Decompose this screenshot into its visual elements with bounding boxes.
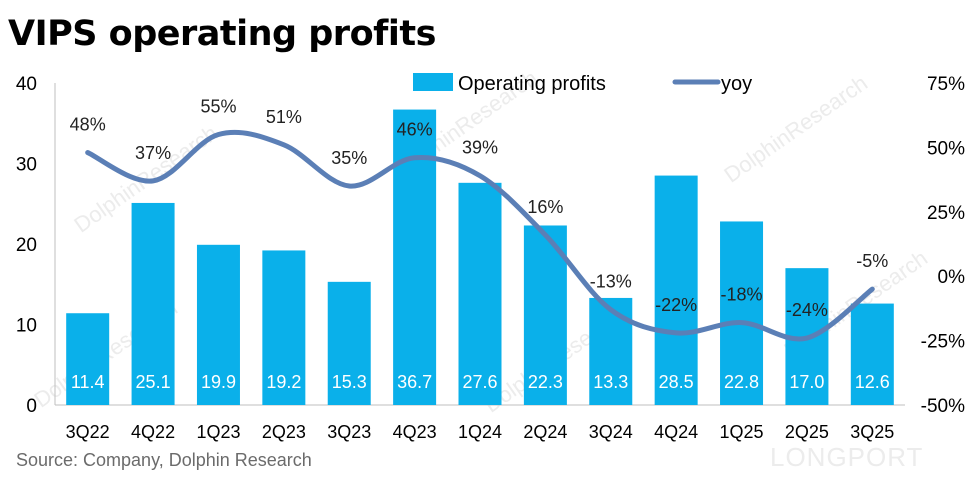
yoy-value-label: 46%	[397, 120, 433, 140]
x-axis-tick-label: 4Q22	[131, 422, 175, 442]
yoy-value-label: 37%	[135, 143, 171, 163]
right-axis-tick-label: -50%	[921, 396, 965, 417]
bar-value-label: 17.0	[789, 372, 824, 392]
x-axis-tick-label: 2Q25	[785, 422, 829, 442]
bar-value-label: 22.3	[528, 372, 563, 392]
bar	[327, 281, 371, 405]
left-axis-tick-label: 40	[16, 74, 37, 95]
x-axis-tick-label: 3Q22	[66, 422, 110, 442]
bar-value-label: 15.3	[332, 372, 367, 392]
x-axis-tick-label: 4Q24	[654, 422, 698, 442]
x-axis-tick-label: 1Q23	[196, 422, 240, 442]
x-axis-tick-label: 4Q23	[393, 422, 437, 442]
bar	[66, 313, 110, 405]
x-axis-tick-label: 3Q23	[327, 422, 371, 442]
yoy-value-label: 51%	[266, 107, 302, 127]
bar-value-label: 19.9	[201, 372, 236, 392]
chart-title: VIPS operating profits	[8, 14, 436, 54]
x-axis-tick-label: 1Q24	[458, 422, 502, 442]
right-axis-tick-label: -25%	[921, 332, 965, 353]
left-axis-tick-label: 0	[26, 396, 37, 417]
bar-value-label: 13.3	[593, 372, 628, 392]
bar-value-label: 12.6	[855, 372, 890, 392]
yoy-value-label: -5%	[856, 251, 888, 271]
bar	[850, 303, 894, 405]
x-axis-tick-label: 2Q24	[523, 422, 567, 442]
right-axis-tick-label: 25%	[927, 203, 965, 224]
bar	[720, 221, 764, 405]
right-axis-tick-label: 75%	[927, 74, 965, 95]
bar	[589, 297, 633, 405]
bar-value-label: 36.7	[397, 372, 432, 392]
right-axis-tick-label: 0%	[938, 267, 966, 288]
bar-value-label: 28.5	[659, 372, 694, 392]
yoy-value-label: 48%	[70, 115, 106, 135]
yoy-value-label: 39%	[462, 138, 498, 158]
yoy-value-label: -22%	[655, 295, 697, 315]
brand-watermark: LONGPORT	[770, 442, 924, 472]
bar	[262, 250, 306, 405]
legend-bar-label: Operating profits	[458, 73, 606, 95]
yoy-value-label: 16%	[527, 197, 563, 217]
source-note: Source: Company, Dolphin Research	[16, 450, 312, 470]
legend-bar-swatch	[413, 73, 453, 91]
x-axis-tick-label: 2Q23	[262, 422, 306, 442]
x-axis-tick-label: 3Q25	[850, 422, 894, 442]
bar	[196, 244, 240, 405]
bar	[131, 202, 175, 405]
left-axis-tick-label: 20	[16, 235, 37, 256]
yoy-value-label: 35%	[331, 148, 367, 168]
bar	[654, 175, 698, 405]
x-axis-tick-label: 1Q25	[720, 422, 764, 442]
yoy-value-label: -13%	[590, 272, 632, 292]
yoy-line	[85, 129, 875, 342]
x-axis-tick-label: 3Q24	[589, 422, 633, 442]
yoy-value-label: 55%	[200, 97, 236, 117]
yoy-value-label: -24%	[786, 300, 828, 320]
bar	[458, 182, 502, 405]
bar	[393, 109, 437, 405]
right-axis-tick-label: 50%	[927, 138, 965, 159]
bar-value-label: 11.4	[71, 372, 105, 392]
bar-value-label: 25.1	[136, 372, 171, 392]
bar-value-label: 19.2	[266, 372, 301, 392]
bar-value-label: 27.6	[462, 372, 497, 392]
yoy-value-label: -18%	[721, 285, 763, 305]
bar-value-label: 22.8	[724, 372, 759, 392]
bar	[523, 225, 567, 405]
legend-line-label: yoy	[721, 73, 752, 95]
left-axis-tick-label: 10	[16, 316, 37, 337]
left-axis-tick-label: 30	[16, 155, 37, 176]
